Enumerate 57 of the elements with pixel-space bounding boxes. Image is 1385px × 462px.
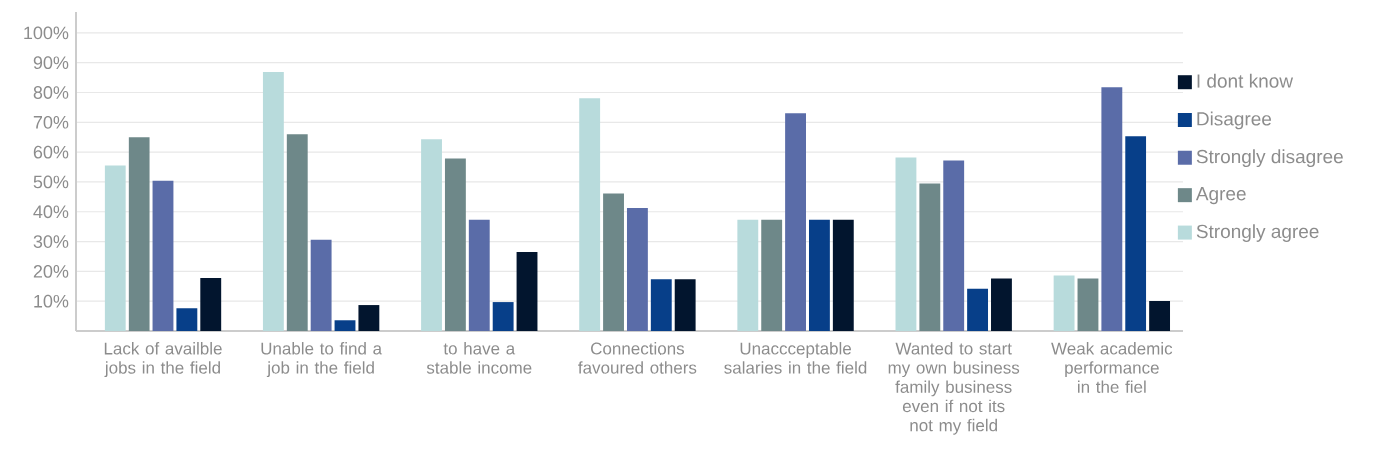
y-tick-label: 90%: [33, 56, 69, 70]
bar: [310, 239, 332, 331]
bar: [943, 160, 965, 331]
legend-label: Disagree: [1197, 111, 1272, 130]
legend-label: Agree: [1195, 187, 1246, 205]
x-tick-label: Unable to find a job in the field: [261, 342, 383, 378]
bar: [104, 165, 126, 331]
y-tick-label: 40%: [33, 205, 69, 219]
bar: [286, 134, 308, 331]
y-tick-label: 100%: [24, 26, 69, 40]
bar: [468, 219, 490, 331]
bar: [128, 137, 150, 331]
bar: [358, 305, 380, 331]
bar: [626, 207, 648, 331]
bar: [967, 288, 989, 331]
bar: [492, 302, 514, 331]
bar: [176, 308, 198, 331]
y-tick-label: 70%: [33, 115, 69, 129]
bar: [152, 180, 174, 331]
bar: [737, 219, 759, 331]
legend-label: Strongly disagree: [1196, 149, 1343, 168]
x-tick-label: Wanted to start my own business family business even if not its not my field: [888, 342, 1020, 435]
bar: [650, 279, 672, 331]
bar: [785, 113, 806, 331]
bar: [1053, 275, 1075, 331]
x-tick-label: Weak academic performance in the fiel: [1051, 342, 1173, 393]
y-tick-label: 50%: [33, 175, 69, 189]
y-tick-label: 60%: [33, 145, 69, 159]
bar: [674, 279, 696, 331]
x-tick-label: Connections favoured others: [578, 342, 697, 374]
bar: [444, 158, 466, 331]
y-tick-label: 20%: [33, 264, 69, 278]
bar: [895, 157, 917, 331]
x-tick-label: to have a stable income: [426, 342, 532, 374]
bar: [516, 251, 538, 331]
bar: [579, 98, 601, 331]
bar: [200, 277, 222, 331]
x-tick-label: Unaccceptable salaries in the field: [724, 342, 867, 374]
y-tick-label: 80%: [33, 86, 69, 99]
bar: [991, 278, 1012, 331]
bar: [808, 219, 830, 331]
bar: [262, 71, 284, 331]
bar: [603, 193, 624, 331]
y-tick-label: 10%: [34, 294, 69, 308]
y-tick-label: 30%: [33, 235, 69, 248]
legend-label: I dont know: [1197, 73, 1294, 88]
bar: [334, 320, 356, 331]
bar: [832, 219, 854, 331]
legend-label: Strongly agree: [1196, 224, 1319, 242]
bar: [761, 219, 783, 331]
bar: [1125, 136, 1147, 331]
bar: [421, 139, 442, 331]
bar: [1149, 300, 1171, 331]
x-tick-label: Lack of availble jobs in the field: [104, 342, 222, 378]
bar: [1077, 278, 1099, 331]
bar: [919, 183, 941, 331]
bar: [1101, 87, 1123, 331]
